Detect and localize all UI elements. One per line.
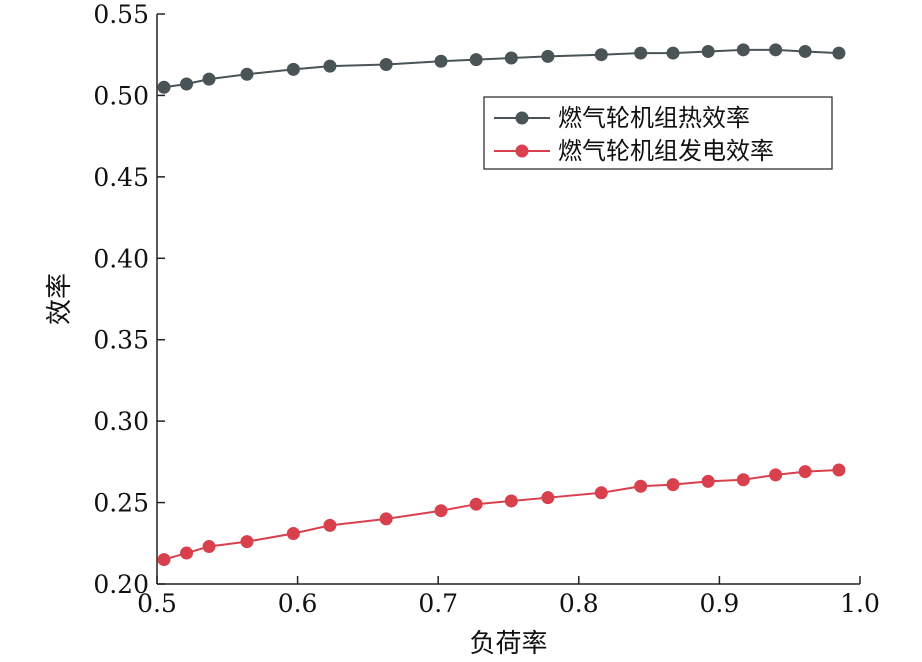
data-point — [541, 491, 555, 505]
data-point — [469, 497, 483, 511]
x-tick-label: 0.9 — [700, 589, 740, 618]
legend-marker — [515, 144, 529, 158]
data-point — [634, 46, 648, 60]
data-point — [202, 72, 216, 86]
data-point — [202, 540, 216, 554]
series-line — [163, 469, 839, 561]
data-point — [594, 48, 608, 62]
x-tick-label: 0.7 — [418, 589, 458, 618]
series-1 — [157, 43, 846, 94]
data-point — [286, 62, 300, 76]
data-point — [323, 59, 337, 73]
x-tick-label: 1.0 — [840, 589, 880, 618]
y-tick-label: 0.30 — [93, 407, 149, 436]
axes: 0.5 0.6 0.7 0.8 0.9 1.0 0.20 0.25 0.30 0.35 0.40 0.… — [93, 0, 880, 618]
x-axis-title: 负荷率 — [469, 629, 547, 659]
data-point — [180, 546, 194, 560]
data-point — [379, 57, 393, 71]
data-point — [666, 478, 680, 492]
legend-label: 燃气轮机组热效率 — [558, 104, 750, 132]
series-line — [163, 48, 839, 89]
data-point — [736, 473, 750, 487]
data-point — [157, 80, 171, 94]
data-point — [736, 43, 750, 57]
data-point — [434, 54, 448, 68]
data-point — [769, 468, 783, 482]
data-point — [594, 486, 608, 500]
y-tick-label: 0.20 — [93, 570, 149, 599]
data-point — [180, 77, 194, 91]
data-point — [701, 474, 715, 488]
data-point — [769, 43, 783, 57]
data-point — [701, 44, 715, 58]
data-point — [379, 512, 393, 526]
data-point — [240, 535, 254, 549]
data-point — [634, 479, 648, 493]
y-tick-label: 0.35 — [93, 326, 149, 355]
legend-label: 燃气轮机组发电效率 — [558, 137, 774, 165]
data-point — [157, 553, 171, 567]
x-tick-label: 0.5 — [137, 589, 177, 618]
data-point — [469, 53, 483, 67]
data-point — [323, 518, 337, 532]
data-point — [798, 465, 812, 479]
data-point — [541, 49, 555, 63]
legend-box — [483, 96, 833, 170]
y-tick-label: 0.25 — [93, 489, 149, 518]
x-tick-label: 0.6 — [278, 589, 318, 618]
data-point — [240, 67, 254, 81]
data-point — [504, 51, 518, 65]
series-layer — [157, 43, 846, 567]
y-tick-label: 0.45 — [93, 163, 149, 192]
y-tick-label: 0.55 — [93, 0, 149, 29]
x-tick-label: 0.8 — [559, 589, 599, 618]
legend-marker — [515, 111, 529, 125]
y-axis-title: 效率 — [45, 273, 75, 325]
data-point — [286, 527, 300, 541]
series-2 — [157, 463, 846, 567]
y-tick-label: 0.40 — [93, 244, 149, 273]
data-point — [504, 494, 518, 508]
data-point — [666, 46, 680, 60]
y-tick-label: 0.50 — [93, 81, 149, 110]
data-point — [832, 46, 846, 60]
data-point — [798, 44, 812, 58]
data-point — [832, 463, 846, 477]
data-point — [434, 504, 448, 518]
